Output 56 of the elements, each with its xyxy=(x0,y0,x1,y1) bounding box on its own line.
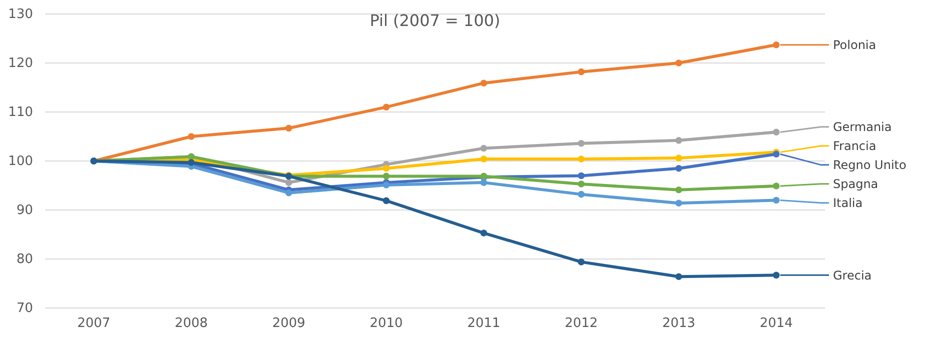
legend-label: Spagna xyxy=(833,177,878,192)
x-tick-label: 2010 xyxy=(370,316,403,332)
point xyxy=(480,230,488,236)
legend-label: Polonia xyxy=(833,38,876,52)
point xyxy=(578,180,585,188)
point xyxy=(285,179,292,186)
point xyxy=(480,156,488,162)
point xyxy=(382,182,390,188)
point xyxy=(578,190,585,198)
y-tick-label: 110 xyxy=(8,105,33,120)
y-tick-label: 90 xyxy=(16,203,33,218)
point xyxy=(772,272,780,279)
point xyxy=(578,156,585,162)
y-tick-label: 100 xyxy=(8,154,33,170)
point xyxy=(772,128,780,136)
point xyxy=(382,104,390,110)
point xyxy=(578,258,585,266)
legend-label: Germania xyxy=(833,120,892,134)
y-tick-label: 130 xyxy=(8,7,33,22)
y-tick-label: 80 xyxy=(16,252,33,268)
point xyxy=(578,140,585,147)
x-tick-label: 2014 xyxy=(760,316,793,332)
chart-title: Pil (2007 = 100) xyxy=(370,11,500,30)
point xyxy=(578,68,585,76)
x-tick-label: 2008 xyxy=(174,316,208,332)
y-tick-label: 70 xyxy=(16,301,33,316)
point xyxy=(675,200,682,207)
legend-label: Francia xyxy=(833,139,876,154)
point xyxy=(675,164,682,172)
point xyxy=(675,137,682,144)
point xyxy=(285,189,292,196)
point xyxy=(382,172,390,180)
x-tick-label: 2013 xyxy=(662,316,696,332)
y-tick-label: 120 xyxy=(8,56,33,72)
point xyxy=(578,172,585,180)
point xyxy=(382,197,390,204)
legend-label: Italia xyxy=(833,196,863,210)
point xyxy=(772,41,780,48)
point xyxy=(480,80,488,86)
point xyxy=(188,133,195,140)
legend-label: Grecia xyxy=(833,268,872,282)
x-tick-label: 2012 xyxy=(564,316,598,332)
x-tick-label: 2007 xyxy=(77,316,110,332)
point xyxy=(382,164,390,172)
point xyxy=(480,179,488,186)
x-tick-label: 2009 xyxy=(272,316,306,332)
point xyxy=(285,124,292,132)
point xyxy=(772,196,780,204)
point xyxy=(772,182,780,190)
point xyxy=(480,144,488,152)
point xyxy=(675,154,682,162)
x-tick-label: 2011 xyxy=(467,316,500,332)
point xyxy=(675,60,682,66)
point xyxy=(675,186,682,194)
legend-label: Regno Unito xyxy=(833,158,906,172)
point xyxy=(675,273,682,280)
